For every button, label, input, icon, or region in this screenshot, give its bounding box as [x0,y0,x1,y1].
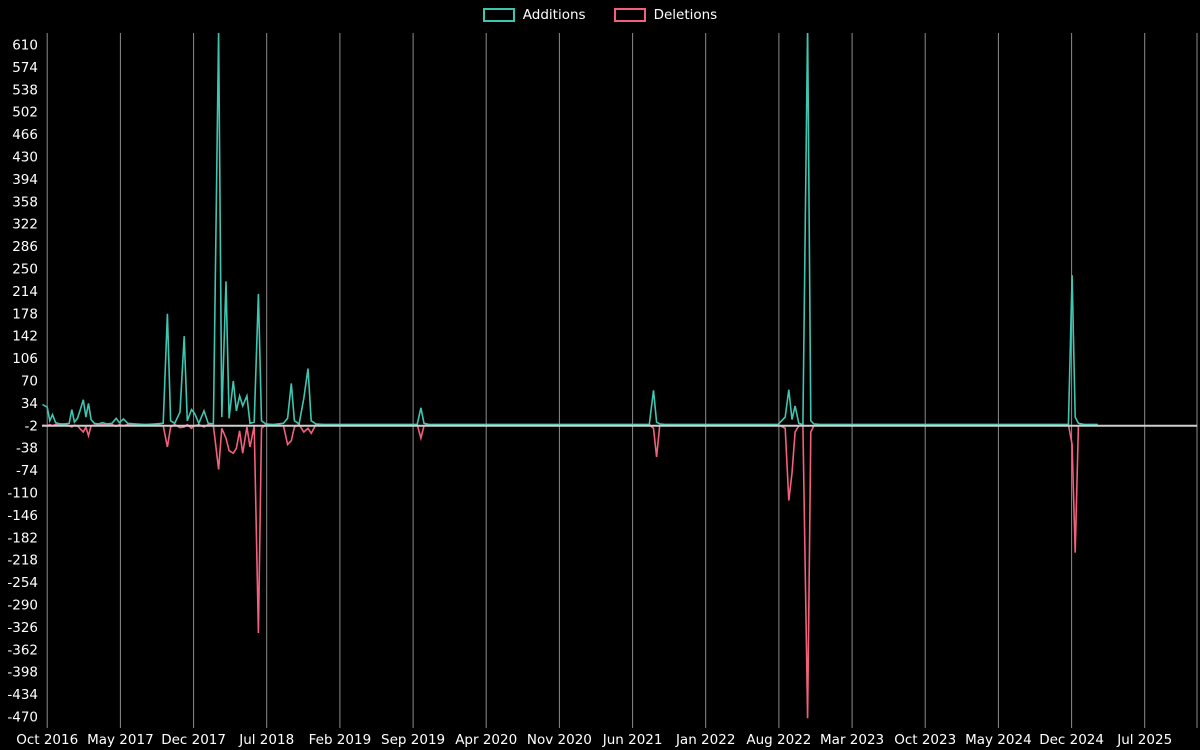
x-tick-label: Jul 2025 [1116,732,1172,748]
additions-line [42,33,1098,426]
x-tick-label: Feb 2019 [309,732,372,748]
y-tick-label: -182 [7,530,38,546]
y-tick-label: 538 [12,82,38,98]
deletions-line [42,423,1098,719]
y-tick-label: 178 [12,306,38,322]
y-tick-label: 502 [12,105,38,121]
x-tick-label: Sep 2019 [381,732,445,748]
x-tick-label: Jun 2021 [602,732,663,748]
x-tick-label: Nov 2020 [527,732,592,748]
y-tick-label: 70 [21,374,38,390]
y-tick-label: 466 [12,127,38,143]
y-tick-label: -38 [16,441,38,457]
additions-swatch [482,8,515,22]
y-tick-label: -146 [7,508,38,524]
x-tick-label: Apr 2020 [455,732,517,748]
y-tick-label: -2 [25,418,38,434]
y-tick-label: -290 [7,598,38,614]
y-tick-label: 106 [12,351,38,367]
x-tick-label: Aug 2022 [746,732,811,748]
y-tick-label: 142 [12,329,38,345]
y-tick-label: -470 [7,710,38,726]
y-tick-label: -110 [7,486,38,502]
x-tick-label: Dec 2017 [161,732,226,748]
y-tick-label: 250 [12,262,38,278]
y-tick-label: -398 [7,665,38,681]
x-tick-label: May 2024 [965,732,1032,748]
y-tick-label: -254 [7,575,38,591]
x-tick-label: Oct 2023 [894,732,956,748]
deletions-swatch [613,8,646,22]
y-tick-label: 214 [12,284,38,300]
legend-label-additions: Additions [522,7,586,23]
x-tick-label: Mar 2023 [820,732,884,748]
y-tick-label: 394 [12,172,38,188]
legend-item-additions[interactable]: Additions [482,7,586,23]
chart-legend: Additions Deletions [0,7,1200,23]
legend-item-deletions[interactable]: Deletions [613,7,718,23]
y-tick-label: 358 [12,194,38,210]
legend-label-deletions: Deletions [653,7,718,23]
y-tick-label: -218 [7,553,38,569]
x-tick-label: Dec 2024 [1039,732,1104,748]
x-tick-label: Jan 2022 [675,732,735,748]
x-tick-label: Jul 2018 [238,732,294,748]
x-tick-label: Oct 2016 [16,732,78,748]
y-tick-label: -434 [7,687,38,703]
y-tick-label: 610 [12,38,38,54]
x-tick-label: May 2017 [87,732,154,748]
y-tick-label: 286 [12,239,38,255]
y-tick-label: -74 [16,463,38,479]
y-tick-label: -362 [7,642,38,658]
y-tick-label: -326 [7,620,38,636]
y-tick-label: 34 [21,396,38,412]
y-tick-label: 322 [12,217,38,233]
y-tick-label: 574 [12,60,38,76]
y-tick-label: 430 [12,150,38,166]
